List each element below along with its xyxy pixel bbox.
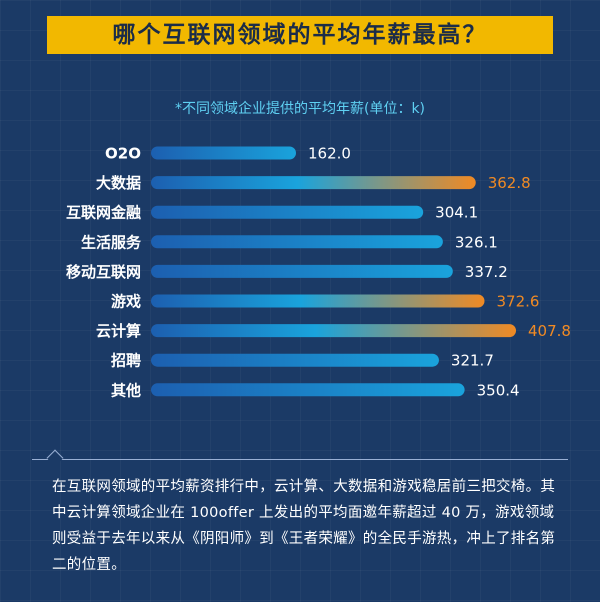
value-label: 362.8 bbox=[488, 174, 531, 192]
category-label: 生活服务 bbox=[81, 233, 142, 251]
bar bbox=[151, 205, 424, 219]
value-label: 162.0 bbox=[308, 145, 351, 163]
value-label: 337.2 bbox=[465, 263, 508, 281]
bar bbox=[151, 383, 465, 397]
category-label: 大数据 bbox=[96, 174, 141, 192]
summary-paragraph: 在互联网领域的平均薪资排行中，云计算、大数据和游戏稳居前三把交椅。其中云计算领域… bbox=[52, 479, 556, 573]
bar bbox=[151, 235, 443, 249]
value-label: 350.4 bbox=[477, 381, 520, 399]
page-title: 哪个互联网领域的平均年薪最高？ bbox=[112, 22, 488, 48]
bar bbox=[151, 176, 476, 190]
divider-line bbox=[32, 459, 568, 460]
category-label: 云计算 bbox=[96, 322, 141, 340]
category-label: 游戏 bbox=[111, 293, 141, 311]
value-label: 372.6 bbox=[496, 293, 539, 311]
value-label: 321.7 bbox=[451, 352, 494, 370]
bar bbox=[151, 264, 453, 278]
category-label: 其他 bbox=[111, 381, 141, 399]
value-label: 304.1 bbox=[435, 204, 478, 222]
category-label: 招聘 bbox=[111, 352, 141, 370]
bar bbox=[151, 324, 516, 338]
category-label: 移动互联网 bbox=[66, 263, 141, 281]
bar bbox=[151, 146, 296, 160]
category-label: O2O bbox=[105, 145, 141, 163]
value-label: 407.8 bbox=[528, 322, 571, 340]
category-label: 互联网金融 bbox=[66, 204, 141, 222]
value-label: 326.1 bbox=[455, 233, 498, 251]
bar bbox=[151, 294, 485, 308]
title-banner: 哪个互联网领域的平均年薪最高？ bbox=[47, 16, 553, 54]
chart-subtitle: *不同领域企业提供的平均年薪(单位：k) bbox=[174, 101, 426, 117]
bar bbox=[151, 353, 439, 367]
